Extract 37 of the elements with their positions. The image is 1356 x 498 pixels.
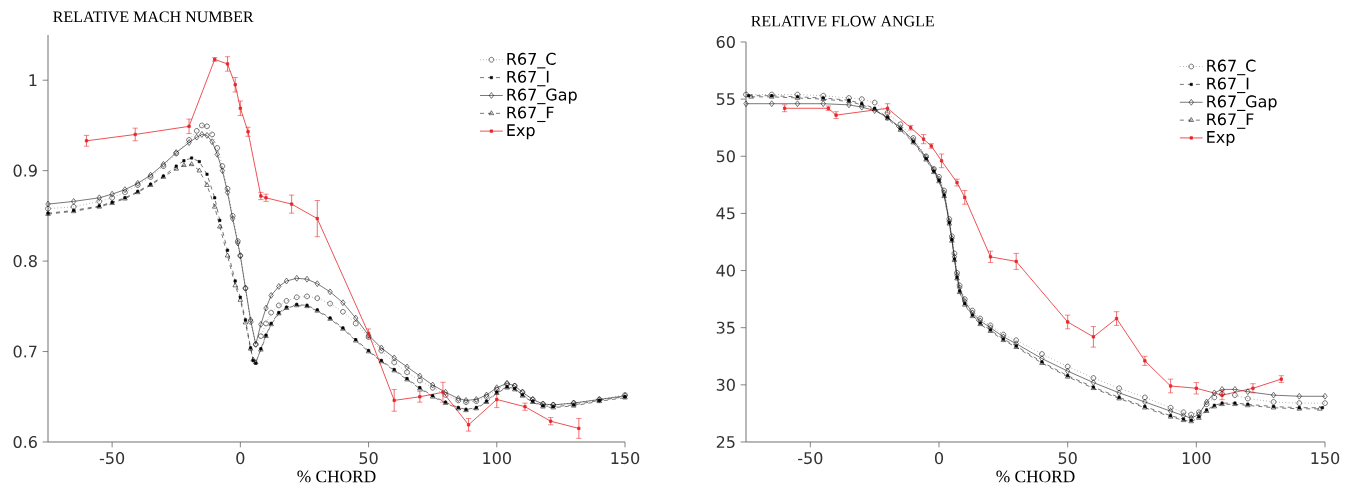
legend-label: R67_F	[1207, 113, 1254, 129]
x-axis-title: % CHORD	[996, 470, 1075, 483]
y-tick-label: 0.9	[13, 164, 37, 177]
legend-label: R67_C	[507, 52, 556, 69]
legend-label: R67_I	[1207, 77, 1249, 94]
x-axis-title: % CHORD	[297, 470, 376, 483]
legend-label: R67_Gap	[507, 88, 577, 105]
x-tick-label: 150	[611, 452, 640, 465]
legend-label: R67_C	[1207, 59, 1256, 76]
legend-label: Exp	[1207, 131, 1235, 147]
y-tick-label: 1	[29, 74, 37, 87]
x-tick-label: 50	[359, 452, 378, 465]
y-tick-label: 55	[716, 93, 735, 106]
x-tick-label: 50	[1058, 452, 1077, 465]
y-tick-label: 35	[716, 321, 735, 334]
y-tick-label: 45	[716, 207, 735, 220]
y-tick-label: 30	[716, 378, 735, 391]
y-tick-label: 0.6	[13, 435, 37, 449]
x-tick-label: 0	[236, 452, 245, 465]
y-tick-label: 25	[716, 435, 735, 449]
y-tick-label: 40	[716, 264, 735, 277]
legend-label: R67_I	[507, 70, 549, 87]
y-tick-label: 60	[716, 35, 735, 49]
chart-title: RELATIVE MACH NUMBER	[53, 11, 254, 23]
x-tick-label: 150	[1311, 452, 1340, 465]
y-tick-label: 0.8	[13, 255, 37, 268]
x-tick-label: -50	[99, 452, 125, 465]
x-tick-label: 100	[483, 452, 511, 465]
x-tick-label: 0	[934, 452, 944, 465]
x-tick-label: -50	[798, 452, 823, 465]
y-tick-label: 50	[716, 150, 735, 163]
legend-label: R67_F	[507, 106, 554, 123]
y-tick-label: 0.7	[13, 345, 37, 358]
chart-title: RELATIVE FLOW ANGLE	[751, 15, 934, 27]
x-tick-label: 100	[1182, 452, 1211, 465]
legend-label: Exp	[507, 124, 535, 140]
legend-label: R67_Gap	[1207, 95, 1277, 111]
